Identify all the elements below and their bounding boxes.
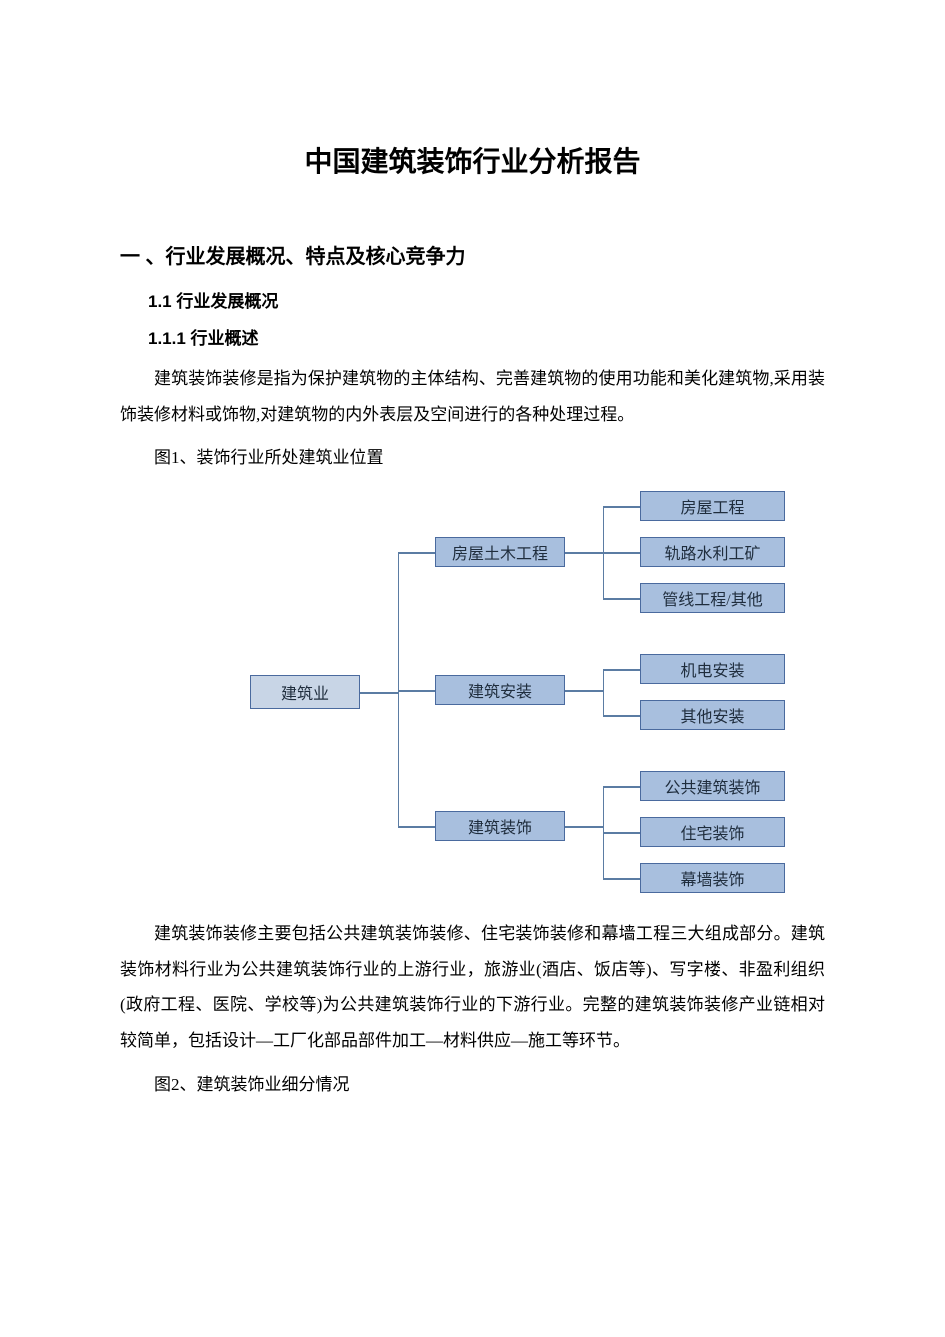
tree-node-root: 建筑业 [250, 675, 360, 709]
tree-connector [398, 690, 436, 692]
tree-connector [603, 598, 641, 600]
tree-node-l2_c1: 公共建筑装饰 [640, 771, 785, 801]
tree-node-l2_b1: 机电安装 [640, 654, 785, 684]
subsubsection-1-1-1-heading: 1.1.1 行业概述 [120, 324, 825, 349]
tree-node-l2_b2: 其他安装 [640, 700, 785, 730]
tree-connector [603, 552, 641, 554]
figure-1-caption: 图1、装饰行业所处建筑业位置 [120, 440, 825, 476]
tree-connector [603, 669, 641, 671]
paragraph-2: 建筑装饰装修主要包括公共建筑装饰装修、住宅装饰装修和幕墙工程三大组成部分。建筑装… [120, 916, 825, 1059]
tree-connector [398, 826, 436, 828]
tree-connector [603, 715, 641, 717]
tree-connector [565, 826, 603, 828]
subsection-1-1-heading: 1.1 行业发展概况 [120, 287, 825, 312]
tree-node-l2_a1: 房屋工程 [640, 491, 785, 521]
tree-connector [398, 552, 436, 554]
tree-node-l1_a: 房屋土木工程 [435, 537, 565, 567]
tree-node-l1_c: 建筑装饰 [435, 811, 565, 841]
tree-node-l1_b: 建筑安装 [435, 675, 565, 705]
tree-connector [360, 692, 398, 694]
paragraph-1: 建筑装饰装修是指为保护建筑物的主体结构、完善建筑物的使用功能和美化建筑物,采用装… [120, 361, 825, 432]
tree-node-l2_c2: 住宅装饰 [640, 817, 785, 847]
tree-connector [603, 669, 605, 715]
tree-connector [603, 506, 641, 508]
tree-node-l2_a2: 轨路水利工矿 [640, 537, 785, 567]
tree-connector [565, 690, 603, 692]
figure-2-caption: 图2、建筑装饰业细分情况 [120, 1067, 825, 1103]
tree-node-l2_c3: 幕墙装饰 [640, 863, 785, 893]
tree-node-l2_a3: 管线工程/其他 [640, 583, 785, 613]
tree-diagram: 建筑业 房屋土木工程建筑安装建筑装饰 房屋工程轨路水利工矿管线工程/其他机电安装其他… [250, 491, 825, 886]
tree-connector [603, 786, 641, 788]
section-1-heading: 一 、行业发展概况、特点及核心竞争力 [120, 240, 825, 269]
tree-connector [398, 552, 400, 826]
tree-connector [565, 552, 603, 554]
tree-connector [603, 832, 641, 834]
tree-connector [603, 878, 641, 880]
document-title: 中国建筑装饰行业分析报告 [120, 140, 825, 180]
